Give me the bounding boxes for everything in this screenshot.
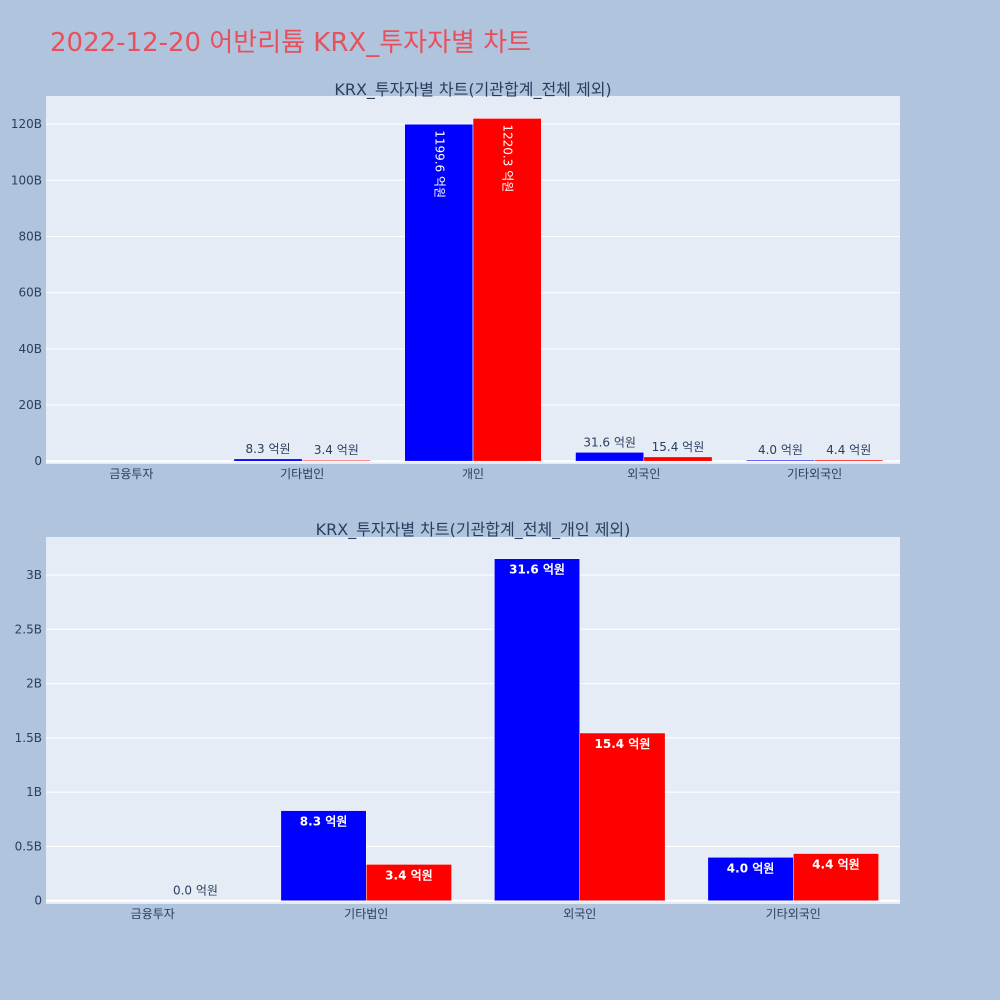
top-y-tick-label: 80B (18, 229, 42, 243)
top-bar (472, 118, 542, 462)
top-y-tick-label: 100B (11, 173, 42, 187)
top-data-label: 15.4 억원 (652, 440, 705, 454)
top-data-label: 1220.3 억원 (501, 124, 515, 192)
bottom-data-label: 4.4 억원 (812, 858, 860, 872)
page-title: 2022-12-20 어반리튬 KRX_투자자별 차트 (50, 28, 532, 58)
bottom-bar (280, 810, 367, 901)
bottom-bar (494, 558, 581, 901)
bottom-y-tick-label: 0.5B (15, 839, 42, 853)
bottom-bar (579, 732, 666, 901)
top-data-label: 31.6 억원 (583, 435, 636, 449)
bottom-x-tick-label: 기타법인 (344, 907, 388, 921)
bottom-plot-area (46, 537, 900, 904)
bottom-y-tick-label: 0 (34, 894, 42, 908)
top-bar (404, 123, 474, 462)
chart-bottom-title: KRX_투자자별 차트(기관합계_전체_개인 제외) (316, 520, 631, 540)
top-x-tick-label: 개인 (462, 467, 484, 481)
top-data-label: 4.0 억원 (758, 443, 803, 457)
top-data-label: 8.3 억원 (246, 442, 291, 456)
top-bar (814, 459, 884, 462)
bottom-y-tick-label: 1.5B (15, 731, 42, 745)
bottom-y-tick-label: 1B (26, 785, 42, 799)
top-bar (301, 459, 371, 462)
bottom-data-label: 4.0 억원 (727, 861, 775, 875)
top-y-tick-label: 60B (18, 286, 42, 300)
bottom-bar (793, 853, 879, 901)
bottom-x-tick-label: 기타외국인 (766, 907, 821, 921)
top-y-tick-label: 120B (11, 117, 42, 131)
top-y-tick-label: 0 (34, 454, 42, 468)
bottom-data-label: 0.0 억원 (173, 884, 218, 898)
chart-top-title: KRX_투자자별 차트(기관합계_전체 제외) (334, 80, 611, 100)
top-x-tick-label: 금융투자 (109, 467, 153, 481)
top-x-tick-label: 기타외국인 (787, 467, 842, 481)
bottom-y-tick-label: 2.5B (15, 622, 42, 636)
bottom-y-tick-label: 3B (26, 568, 42, 582)
chart-top: 0 20B 40B 60B 80B 100B 120B 금융투자 기타법인 8.3 억원 3.4 억… (11, 80, 900, 481)
bottom-bar (366, 864, 452, 901)
top-x-tick-label: 기타법인 (280, 467, 324, 481)
top-data-label: 1199.6 억원 (432, 130, 446, 198)
top-data-label: 3.4 억원 (314, 443, 359, 457)
bottom-x-tick-label: 금융투자 (131, 907, 175, 921)
bottom-bar (707, 857, 794, 901)
top-x-tick-label: 외국인 (627, 467, 660, 481)
bottom-data-label: 3.4 억원 (385, 868, 433, 882)
top-data-label: 4.4 억원 (826, 443, 871, 457)
top-y-tick-label: 20B (18, 398, 42, 412)
top-bar (643, 456, 713, 462)
bottom-data-label: 15.4 억원 (595, 737, 651, 751)
top-y-tick-label: 40B (18, 342, 42, 356)
bottom-data-label: 8.3 억원 (300, 815, 348, 829)
bottom-data-label: 31.6 억원 (509, 563, 565, 577)
bottom-x-tick-label: 외국인 (563, 907, 596, 921)
bottom-y-tick-label: 2B (26, 677, 42, 691)
